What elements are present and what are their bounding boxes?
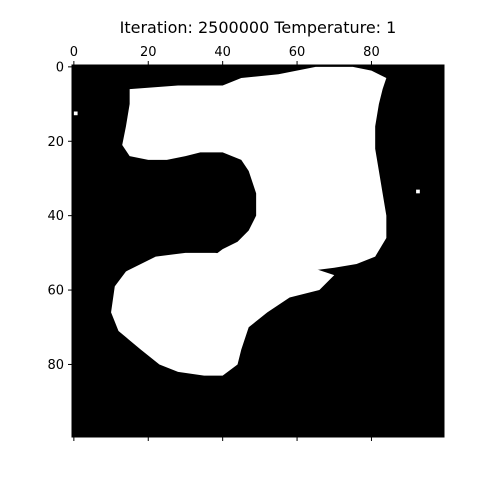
- x-tick-label: 80: [363, 45, 380, 60]
- heatmap: [71, 64, 445, 438]
- region-upper-lobe-0: [122, 66, 387, 272]
- region-speck-3: [73, 111, 78, 116]
- x-tick-label: 20: [140, 45, 157, 60]
- x-tick-label: 60: [289, 45, 306, 60]
- x-tick-label: 40: [214, 45, 231, 60]
- region-lower-lobe-1: [111, 252, 335, 376]
- y-tick-label: 40: [47, 209, 64, 224]
- region-speck-2: [416, 189, 420, 194]
- x-tick-label: 0: [70, 45, 78, 60]
- chart-title: Iteration: 2500000 Temperature: 1: [120, 18, 397, 37]
- y-tick-label: 20: [47, 135, 64, 150]
- heatmap-cells: [73, 66, 420, 376]
- y-axis: 0 20 40 60 80: [47, 60, 72, 373]
- y-tick-label: 60: [47, 284, 64, 299]
- y-tick-label: 0: [56, 60, 64, 75]
- x-axis: 0 20 40 60 80: [70, 45, 380, 441]
- y-tick-label: 80: [47, 358, 64, 373]
- axes-frame: [71, 64, 445, 438]
